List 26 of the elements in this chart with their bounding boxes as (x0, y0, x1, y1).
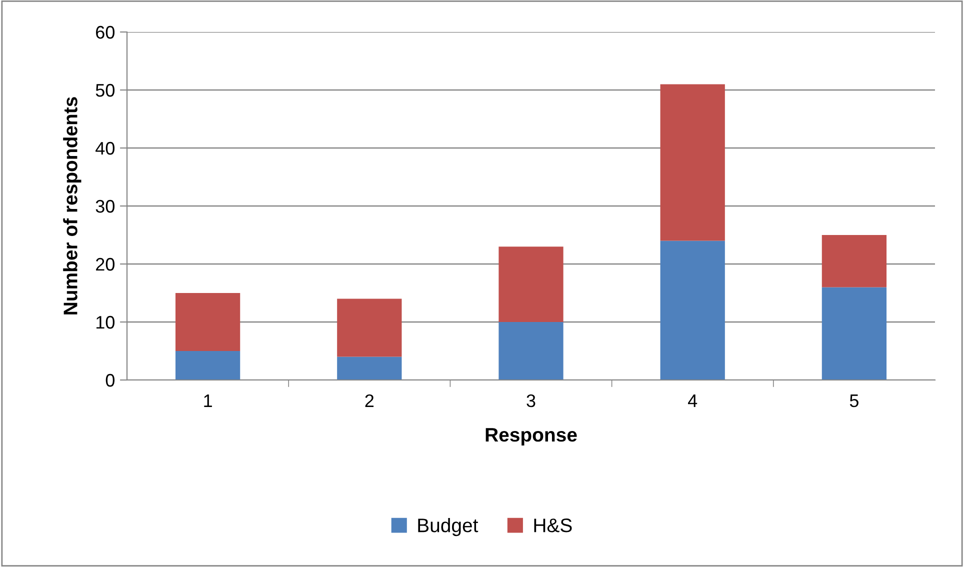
bar (498, 322, 564, 380)
bar (498, 246, 564, 322)
x-tick-label: 1 (204, 394, 212, 407)
y-tick-label: 40 (96, 142, 114, 155)
y-tick-label: 10 (96, 316, 114, 329)
legend-label: H&S (534, 518, 572, 532)
y-axis-title: Number of respondents (63, 97, 82, 314)
y-tick-label: 50 (96, 84, 114, 97)
x-tick-label: 4 (688, 394, 698, 407)
x-tick-label: 3 (526, 394, 536, 408)
x-tick-label: 5 (850, 394, 858, 408)
bar (337, 298, 402, 357)
y-tick-label: 60 (96, 26, 114, 39)
y-tick-label: 20 (96, 258, 114, 271)
y-tick-label: 0 (106, 374, 114, 387)
y-tick-label: 30 (96, 200, 114, 213)
bar (175, 293, 240, 351)
x-axis-title: Response (486, 428, 577, 446)
bar (822, 287, 887, 380)
bar (175, 351, 240, 380)
bar (660, 84, 725, 241)
bar (822, 235, 887, 288)
bar (337, 356, 402, 380)
bar (660, 240, 725, 380)
x-tick-label: 2 (365, 394, 374, 407)
legend-label: Budget (418, 518, 478, 536)
